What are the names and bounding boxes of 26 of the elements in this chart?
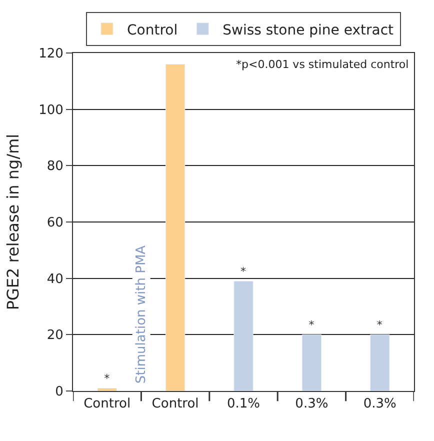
- annotation: Stimulation with PMA: [134, 245, 149, 384]
- legend-label: Swiss stone pine extract: [222, 22, 394, 38]
- data-label: *: [308, 318, 315, 332]
- y-tick-label: 100: [38, 102, 64, 118]
- x-tick-label: 0.3%: [363, 396, 396, 412]
- y-axis-title: PGE2 release in ng/ml: [3, 134, 22, 310]
- data-label: *: [104, 372, 110, 386]
- bar: [234, 280, 254, 391]
- x-tick-label: 0.3%: [295, 396, 328, 412]
- y-tick-label: 20: [46, 328, 64, 344]
- data-label: *: [240, 265, 246, 278]
- x-tick-label: 0.1%: [226, 396, 260, 412]
- data-label: *: [376, 318, 383, 332]
- x-tick-label: Control: [84, 396, 131, 412]
- legend-label: Control: [127, 22, 178, 38]
- bar: [302, 334, 322, 391]
- bar: [97, 388, 117, 391]
- bar: [370, 334, 390, 391]
- y-tick-label: 40: [46, 272, 64, 287]
- annotation: *p<0.001 vs stimulated control: [236, 58, 409, 71]
- y-tick-label: 120: [38, 46, 64, 62]
- y-tick-label: 60: [46, 216, 64, 231]
- y-tick-label: 80: [46, 159, 64, 174]
- y-tick-label: 0: [55, 384, 64, 400]
- x-tick-label: Control: [152, 396, 199, 412]
- bar: [166, 64, 186, 391]
